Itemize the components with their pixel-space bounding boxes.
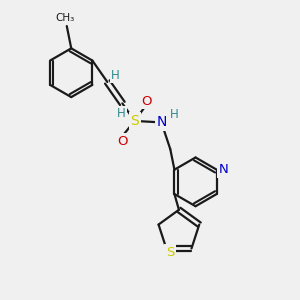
Text: H: H [116,107,125,120]
Text: H: H [169,108,178,121]
Text: H: H [111,69,120,82]
Text: O: O [117,135,128,148]
Text: CH₃: CH₃ [56,13,75,23]
Text: N: N [218,163,228,176]
Text: N: N [156,116,167,129]
Text: S: S [166,246,174,259]
Text: S: S [130,114,139,128]
Text: O: O [141,94,152,107]
